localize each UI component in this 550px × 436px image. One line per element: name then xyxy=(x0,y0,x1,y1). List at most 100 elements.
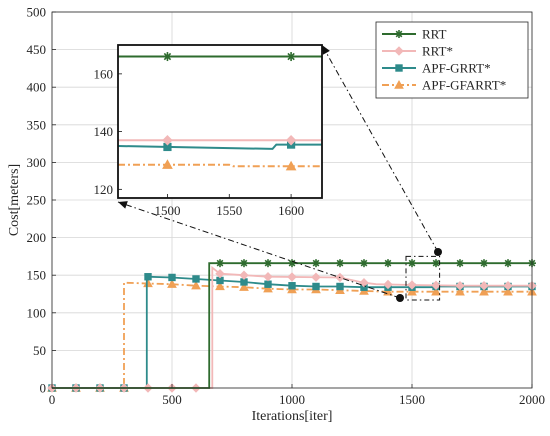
legend-marker xyxy=(394,46,404,56)
series-line xyxy=(52,265,532,389)
inset-frame xyxy=(117,44,323,199)
y-tick-label: 0 xyxy=(40,381,47,396)
y-tick-label: 100 xyxy=(27,305,47,320)
data-point xyxy=(431,280,441,291)
legend-label: APF-GRRT* xyxy=(422,61,491,76)
y-tick-label: 50 xyxy=(33,343,46,358)
y-tick-label: 150 xyxy=(27,268,47,283)
x-tick-label: 1500 xyxy=(399,392,425,407)
x-axis-label: Iterations[iter] xyxy=(252,409,333,424)
data-point xyxy=(288,282,296,290)
data-point xyxy=(264,259,272,268)
arrowhead xyxy=(118,201,128,209)
data-point xyxy=(455,286,465,296)
y-tick-label: 200 xyxy=(27,230,47,245)
zoom-source-box xyxy=(405,255,441,301)
arrowhead xyxy=(322,45,330,55)
data-point xyxy=(215,281,225,291)
data-point xyxy=(407,280,417,290)
legend-item: APF-GFARRT* xyxy=(382,78,506,93)
data-point xyxy=(360,259,368,268)
data-point xyxy=(432,259,440,268)
inset-data-point xyxy=(285,160,297,171)
data-point xyxy=(504,259,512,268)
legend-label: APF-GFARRT* xyxy=(422,78,506,93)
data-point xyxy=(407,286,417,296)
data-point xyxy=(456,259,464,268)
y-axis-label: Cost[meters] xyxy=(7,164,22,236)
data-point xyxy=(431,286,441,296)
inset-data-point xyxy=(286,52,296,62)
data-point xyxy=(192,275,200,283)
data-point xyxy=(216,259,224,268)
series-rrt- xyxy=(47,265,537,393)
data-point xyxy=(479,281,489,291)
inset-series-line xyxy=(118,163,322,168)
inset-data-point xyxy=(162,135,173,146)
zoom-connector-line xyxy=(117,201,401,299)
data-point xyxy=(311,272,321,282)
data-point xyxy=(359,278,369,288)
y-tick-label: 400 xyxy=(27,80,47,95)
inset-x-tick-label: 1600 xyxy=(278,203,304,218)
zoom-anchor-dot xyxy=(396,294,404,302)
legend-item: RRT* xyxy=(382,44,453,59)
data-point xyxy=(215,268,225,279)
x-tick-label: 0 xyxy=(49,392,56,407)
x-tick-label: 1000 xyxy=(279,392,305,407)
y-tick-label: 500 xyxy=(27,5,47,20)
inset-series-apf-gfarrt- xyxy=(118,159,322,171)
inset-series-line xyxy=(118,143,322,150)
inset-y-tick-label: 160 xyxy=(94,66,114,81)
data-point xyxy=(336,282,344,291)
legend-marker xyxy=(395,64,403,72)
data-point xyxy=(263,283,273,293)
y-tick-label: 250 xyxy=(27,193,47,208)
inset-x-tick-label: 1550 xyxy=(216,203,242,218)
inset-background xyxy=(118,45,322,198)
legend-item: APF-GRRT* xyxy=(382,61,491,76)
data-point xyxy=(336,259,344,268)
legend-label: RRT* xyxy=(422,44,453,59)
legend-marker xyxy=(394,79,404,89)
data-point xyxy=(383,279,393,290)
data-point xyxy=(503,281,513,291)
main-tick-labels: 0 500 1000 1500 2000 0 50 100 150 200 250 300 350 400… xyxy=(27,5,546,408)
data-point xyxy=(408,259,416,268)
inset-x-tick-label: 1500 xyxy=(154,203,180,218)
y-tick-label: 300 xyxy=(27,155,47,170)
inset-data-point xyxy=(162,52,172,62)
data-point xyxy=(191,280,201,290)
data-point xyxy=(240,259,248,268)
zoom-anchor-dot xyxy=(434,248,442,256)
data-point xyxy=(455,281,465,291)
inset-y-tick-label: 120 xyxy=(94,182,114,197)
legend-item: RRT xyxy=(382,27,447,42)
data-point xyxy=(312,282,320,291)
data-point xyxy=(239,270,249,280)
legend-marker xyxy=(395,30,403,38)
data-point xyxy=(264,280,272,288)
data-point xyxy=(479,286,489,296)
data-point xyxy=(263,271,273,282)
inset-chart: 1500 1550 1600 120 140 160 xyxy=(94,44,323,218)
x-tick-label: 2000 xyxy=(519,392,545,407)
x-tick-label: 500 xyxy=(162,392,182,407)
inset-y-tick-label: 140 xyxy=(94,124,114,139)
data-point xyxy=(168,273,176,282)
data-point xyxy=(503,286,513,296)
data-point xyxy=(312,259,320,268)
data-point xyxy=(384,259,392,268)
data-point xyxy=(288,259,296,268)
legend-label: RRT xyxy=(422,27,447,42)
zoom-indicator xyxy=(117,44,442,302)
y-tick-label: 450 xyxy=(27,42,47,57)
data-point xyxy=(239,282,249,291)
data-point xyxy=(167,279,177,288)
data-point xyxy=(480,259,488,268)
inset-series-rrt xyxy=(118,52,322,62)
inset-data-point xyxy=(162,159,173,169)
y-tick-label: 350 xyxy=(27,117,47,132)
inset-series-rrt- xyxy=(118,135,322,146)
